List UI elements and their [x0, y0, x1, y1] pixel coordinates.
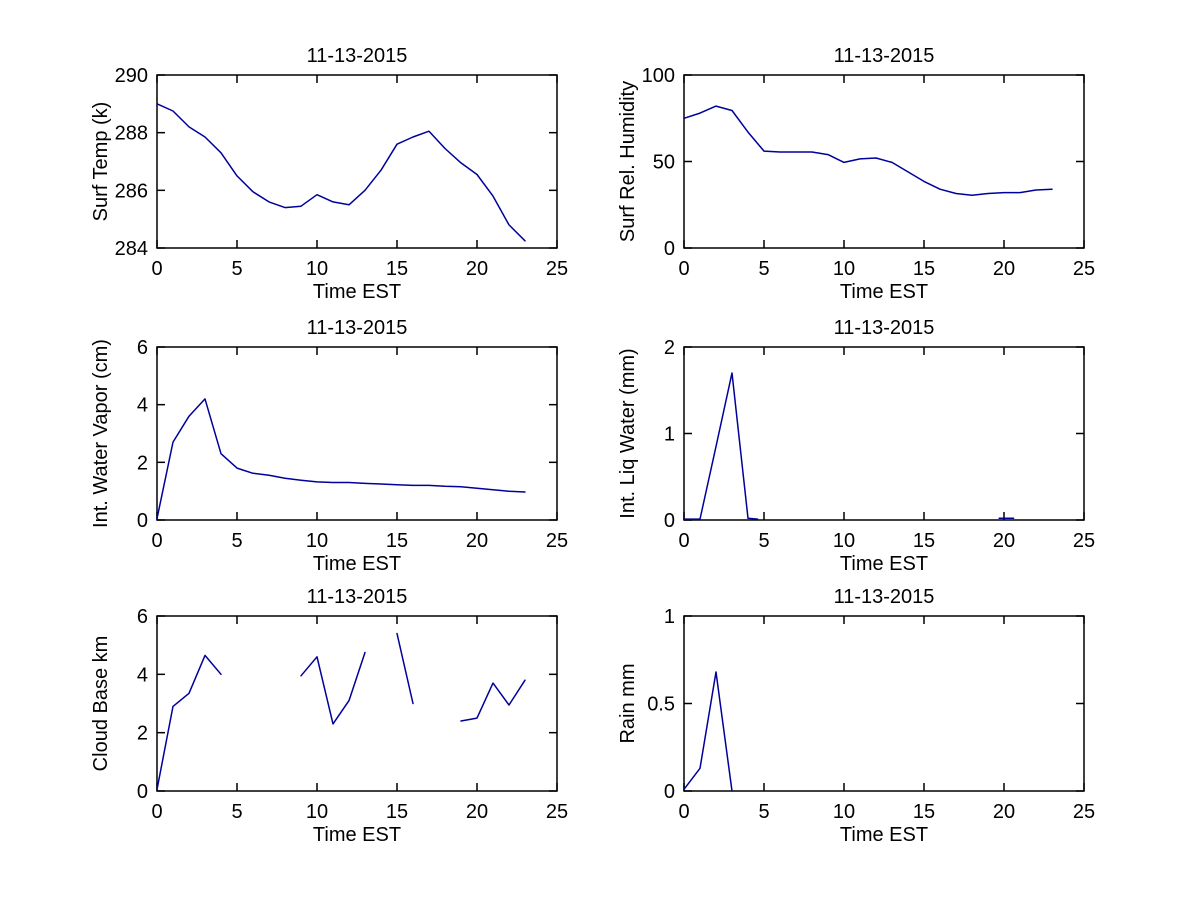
x-tick-label: 20 [993, 258, 1015, 280]
y-tick-label: 0 [664, 238, 675, 260]
plot-title: 11-13-2015 [307, 586, 408, 608]
subplot-cloud-base: 0 5 10 15 20 25 0 2 4 6 11-13-2015 Time EST Cloud Ba… [90, 586, 568, 846]
y-tick-label: 1 [664, 606, 675, 628]
x-tick-label: 15 [386, 801, 408, 823]
x-tick-label: 5 [231, 258, 242, 280]
y-tick-label: 290 [115, 65, 148, 87]
data-line-cloud-base-height [156, 654, 222, 791]
axes-box [156, 346, 558, 521]
x-tick-label: 25 [546, 258, 568, 280]
y-tick-label: 0 [664, 510, 675, 532]
x-tick-label: 10 [833, 258, 855, 280]
x-tick-label: 15 [913, 258, 935, 280]
plot-title: 11-13-2015 [307, 45, 408, 67]
y-tick-label: 0 [137, 781, 148, 803]
data-line-rain-amount [683, 671, 733, 792]
x-axis-label: Time EST [840, 824, 928, 846]
x-axis-label: Time EST [313, 281, 401, 303]
x-tick-label: 10 [833, 530, 855, 552]
y-axis-label: Int. Liq Water (mm) [617, 348, 639, 518]
x-tick-label: 25 [1073, 258, 1095, 280]
y-tick-label: 2 [137, 452, 148, 474]
subplot-surf-temp: 0 5 10 15 20 25 284 286 288 290 11-13-2015 Time EST… [90, 45, 568, 303]
y-tick-label: 4 [137, 664, 148, 686]
x-tick-label: 5 [231, 530, 242, 552]
y-tick-label: 2 [137, 723, 148, 745]
x-tick-label: 10 [306, 258, 328, 280]
x-tick-label: 15 [386, 258, 408, 280]
x-tick-label: 20 [466, 801, 488, 823]
x-tick-label: 10 [833, 801, 855, 823]
x-tick-label: 5 [758, 801, 769, 823]
axes-box [683, 615, 1085, 792]
data-line-cloud-base-height [460, 679, 526, 722]
x-tick-label: 20 [993, 530, 1015, 552]
subplot-int-liq-water: 0 5 10 15 20 25 0 1 2 11-13-2015 Time EST Int. Liq … [617, 317, 1095, 575]
x-axis-label: Time EST [840, 281, 928, 303]
y-tick-label: 0 [664, 781, 675, 803]
x-axis-label: Time EST [313, 553, 401, 575]
plot-title: 11-13-2015 [834, 317, 935, 339]
y-tick-label: 1 [664, 424, 675, 446]
x-tick-label: 5 [758, 530, 769, 552]
y-tick-label: 288 [115, 123, 148, 145]
y-tick-label: 0 [137, 510, 148, 532]
x-tick-label: 0 [151, 801, 162, 823]
x-tick-label: 25 [546, 530, 568, 552]
x-tick-label: 10 [306, 801, 328, 823]
y-tick-label: 6 [137, 606, 148, 628]
x-tick-label: 10 [306, 530, 328, 552]
data-line-surface-relative-humidity [683, 105, 1053, 196]
x-tick-label: 15 [913, 801, 935, 823]
x-tick-label: 0 [678, 801, 689, 823]
x-tick-label: 5 [231, 801, 242, 823]
x-tick-label: 5 [758, 258, 769, 280]
y-axis-label: Int. Water Vapor (cm) [90, 339, 112, 528]
y-tick-label: 2 [664, 337, 675, 359]
y-tick-label: 4 [137, 395, 148, 417]
x-tick-label: 20 [466, 258, 488, 280]
plot-title: 11-13-2015 [834, 586, 935, 608]
subplot-rain: 0 5 10 15 20 25 0 0.5 1 11-13-2015 Time EST Rain mm [617, 586, 1095, 846]
axes-box [683, 74, 1085, 249]
x-tick-label: 25 [546, 801, 568, 823]
y-tick-label: 100 [642, 65, 675, 87]
x-tick-label: 15 [386, 530, 408, 552]
y-axis-label: Surf Rel. Humidity [617, 81, 639, 242]
y-tick-label: 0.5 [647, 694, 675, 716]
x-tick-label: 20 [993, 801, 1015, 823]
y-axis-label: Surf Temp (k) [90, 102, 112, 222]
plot-title: 11-13-2015 [834, 45, 935, 67]
data-line-integrated-water-vapor [156, 398, 526, 520]
x-tick-label: 0 [151, 258, 162, 280]
axes-box [683, 346, 1085, 521]
data-line-cloud-base-height [300, 651, 366, 725]
y-tick-label: 50 [653, 152, 675, 174]
x-tick-label: 0 [678, 530, 689, 552]
axes-box [156, 615, 558, 792]
plot-title: 11-13-2015 [307, 317, 408, 339]
y-axis-label: Rain mm [617, 663, 639, 743]
axes-box [156, 74, 558, 249]
x-tick-label: 0 [151, 530, 162, 552]
x-tick-label: 15 [913, 530, 935, 552]
subplot-int-water-vapor: 0 5 10 15 20 25 0 2 4 6 11-13-2015 Time EST Int. Wat… [90, 317, 568, 575]
x-tick-label: 25 [1073, 530, 1095, 552]
x-axis-label: Time EST [840, 553, 928, 575]
data-line-cloud-base-height [396, 632, 414, 705]
y-tick-label: 286 [115, 180, 148, 202]
y-axis-label: Cloud Base km [90, 636, 112, 772]
x-tick-label: 25 [1073, 801, 1095, 823]
y-tick-label: 284 [115, 238, 148, 260]
subplot-surf-rel-humidity: 0 5 10 15 20 25 0 50 100 11-13-2015 Time EST Surf R… [617, 45, 1095, 303]
data-line-surface-temperature [156, 103, 526, 242]
y-tick-label: 6 [137, 337, 148, 359]
x-axis-label: Time EST [313, 824, 401, 846]
x-tick-label: 20 [466, 530, 488, 552]
data-line-integrated-liquid-water [683, 372, 759, 520]
x-tick-label: 0 [678, 258, 689, 280]
